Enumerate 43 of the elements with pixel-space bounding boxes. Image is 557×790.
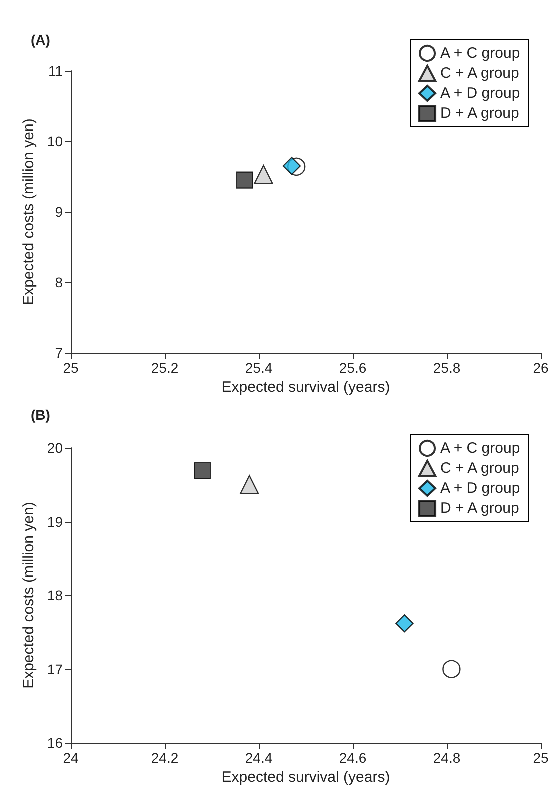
point: [396, 614, 414, 633]
x-tick-label: 25.4: [245, 360, 273, 376]
legend-label: D + A group: [440, 105, 520, 122]
x-tick-label: 24.6: [339, 750, 367, 766]
x-tick-label: 24.2: [151, 750, 179, 766]
x-axis-title: Expected survival (years): [222, 769, 390, 786]
point: [282, 157, 301, 176]
point: [240, 475, 260, 494]
chart-title: (B): [31, 407, 50, 423]
y-tick-label: 7: [55, 345, 64, 362]
y-tick-label: 11: [48, 63, 64, 79]
x-tick-label: 24: [63, 750, 79, 766]
x-tick-label: 25: [533, 750, 549, 766]
point: [236, 172, 254, 189]
y-tick-label: 18: [47, 588, 64, 604]
x-tick-label: 24.4: [245, 750, 273, 766]
legend-label: A + D group: [440, 480, 520, 497]
x-tick-label: 25: [63, 360, 79, 376]
legend-label: A + C group: [440, 45, 520, 62]
legend-label: D + A group: [440, 500, 520, 517]
x-tick-label: 25.6: [339, 360, 367, 376]
legend-label: C + A group: [440, 460, 520, 477]
y-tick-label: 20: [47, 440, 64, 456]
x-tick-label: 25.8: [433, 360, 461, 376]
x-tick-label: 24.8: [433, 750, 461, 766]
y-tick-label: 19: [47, 514, 64, 530]
x-tick-label: 26: [533, 360, 549, 376]
point: [442, 660, 461, 678]
legend-label: A + D group: [440, 85, 520, 102]
y-axis-title: Expected costs (million yen): [20, 502, 38, 689]
y-tick-label: 9: [55, 204, 64, 220]
y-tick-label: 10: [47, 134, 64, 150]
y-tick-label: 8: [55, 274, 64, 291]
point: [254, 165, 274, 184]
legend-label: C + A group: [440, 65, 520, 82]
x-tick-label: 25.2: [151, 360, 179, 376]
y-tick-label: 16: [47, 735, 64, 752]
y-axis-title: Expected costs (million yen): [20, 118, 38, 306]
y-tick-label: 17: [47, 661, 64, 678]
x-axis-title: Expected survival (years): [222, 379, 390, 396]
chart-title: (A): [31, 32, 50, 48]
point: [194, 462, 212, 480]
legend-label: A + C group: [440, 440, 520, 457]
